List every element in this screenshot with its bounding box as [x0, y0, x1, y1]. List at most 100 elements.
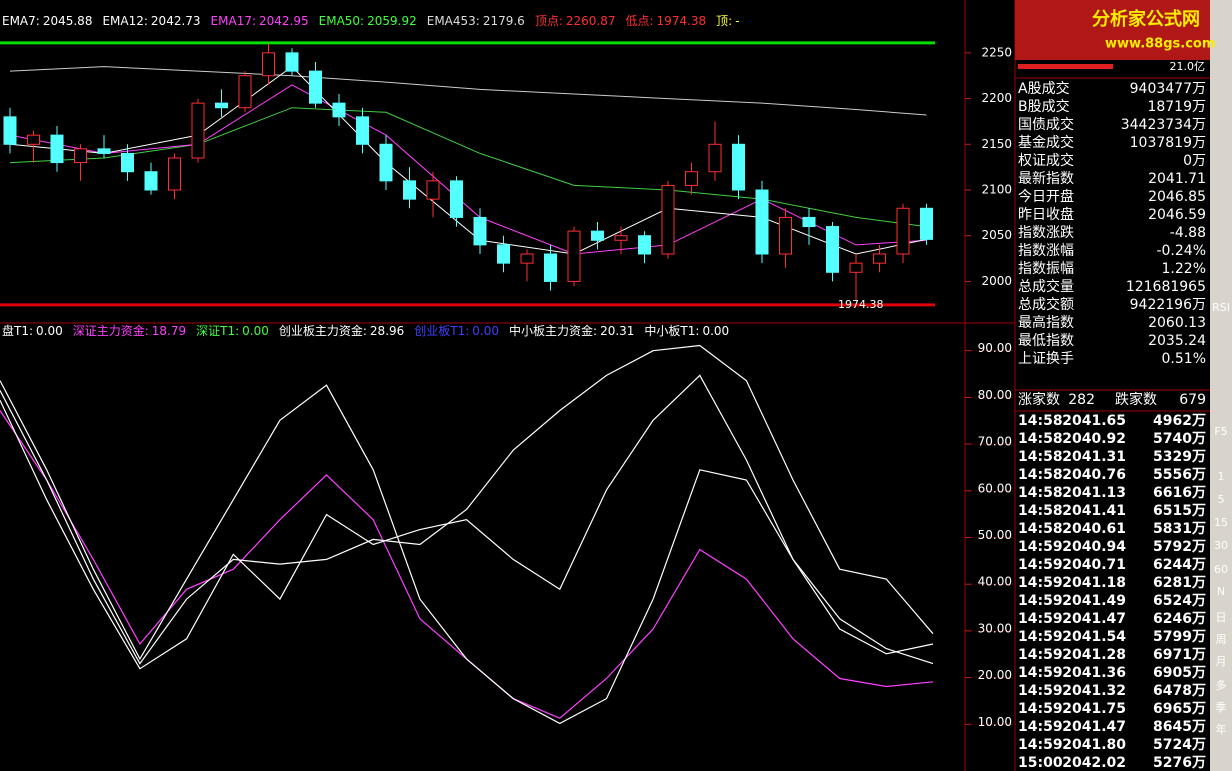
stat-value: 9422196万 [1130, 297, 1206, 313]
amount-bar [1018, 64, 1113, 69]
trade-time: 15:00 [1018, 755, 1063, 771]
stat-value: 2041.71 [1148, 171, 1206, 187]
trade-price: 2041.36 [1062, 665, 1126, 681]
stat-label: 最低指数 [1018, 333, 1074, 349]
toolbar-button[interactable]: RSI [1212, 301, 1230, 314]
toolbar-button[interactable]: 多 [1216, 678, 1227, 692]
trade-price: 2041.54 [1062, 629, 1126, 645]
toolbar-button[interactable]: 日 [1216, 611, 1227, 624]
candle-body [74, 148, 87, 164]
indicator-label: 深证主力资金: [73, 323, 149, 338]
y-tick-label: 2200 [981, 91, 1012, 105]
trade-volume: 5556万 [1153, 467, 1206, 483]
candle-body [473, 216, 487, 246]
candle-body [379, 143, 393, 182]
stat-value: 18719万 [1147, 99, 1206, 115]
trade-volume: 6246万 [1153, 611, 1206, 627]
trade-time: 14:59 [1018, 647, 1063, 663]
stat-value: 2035.24 [1148, 333, 1206, 349]
trade-time: 14:59 [1018, 539, 1063, 555]
trade-time: 14:59 [1018, 701, 1063, 717]
logo-title: 分析家公式网 [1092, 8, 1200, 30]
toolbar-button[interactable]: 年 [1216, 722, 1227, 736]
ema-line [9, 107, 927, 228]
indicator-label: EMA50: [319, 14, 364, 28]
toolbar-button[interactable]: 60 [1214, 563, 1228, 576]
trade-price: 2040.61 [1062, 521, 1126, 537]
toolbar-button[interactable]: 5 [1218, 493, 1225, 506]
candle-body [309, 70, 322, 104]
y-tick-label: 2250 [981, 45, 1012, 59]
trade-price: 2041.18 [1062, 575, 1126, 591]
trade-price: 2041.80 [1062, 737, 1126, 753]
stat-label: 指数涨跌 [1018, 225, 1074, 241]
indicator-value: 1974.38 [657, 14, 707, 28]
indicator-value: 0.00 [702, 324, 729, 338]
y-tick-label: 2000 [981, 274, 1012, 288]
stat-label: 国债成交 [1018, 116, 1074, 133]
trade-volume: 8645万 [1153, 719, 1206, 735]
candle-body [685, 171, 698, 186]
indicator-label: 顶点: [535, 14, 563, 28]
stat-label: 基金成交 [1018, 134, 1074, 151]
candle-body [121, 152, 134, 173]
stat-value: -0.24% [1156, 243, 1206, 259]
candle-body [97, 148, 111, 154]
trade-volume: 6478万 [1153, 683, 1206, 699]
indicator-value: - [735, 14, 739, 28]
trade-price: 2041.65 [1062, 413, 1126, 429]
toolbar-button[interactable]: 30 [1214, 539, 1228, 552]
candle-body [450, 180, 463, 218]
toolbar-button[interactable]: F5 [1214, 425, 1227, 438]
trade-price: 2041.41 [1062, 503, 1126, 519]
indicator-value: 2260.87 [566, 14, 616, 28]
stat-value: 9403477万 [1130, 81, 1206, 97]
trade-time: 14:59 [1018, 737, 1063, 753]
trade-time: 14:59 [1018, 629, 1063, 645]
stat-label: A股成交 [1018, 80, 1070, 97]
y-tick-label: 40.00 [978, 575, 1012, 589]
toolbar-button[interactable]: 1 [1218, 470, 1225, 483]
indicator-label: EMA453: [427, 14, 480, 28]
logo-box [1015, 0, 1210, 60]
toolbar-button[interactable]: N [1217, 585, 1225, 598]
y-tick-label: 70.00 [978, 435, 1012, 449]
trade-price: 2041.31 [1062, 449, 1126, 465]
trade-time: 14:58 [1018, 431, 1063, 447]
toolbar [1210, 0, 1232, 771]
toolbar-button[interactable]: 月 [1216, 655, 1227, 668]
candle-body [661, 184, 675, 255]
stat-value: 1037819万 [1130, 135, 1206, 151]
candle-body [826, 226, 839, 273]
trade-price: 2041.47 [1062, 719, 1126, 735]
toolbar-button[interactable]: 季 [1216, 701, 1227, 714]
indicator-label: EMA17: [211, 14, 256, 28]
candle-body [544, 253, 557, 282]
candle-body [873, 253, 886, 264]
toolbar-button[interactable]: 15 [1214, 516, 1228, 529]
breadth: 跌家数 [1115, 391, 1157, 408]
y-tick-label: 50.00 [978, 528, 1012, 542]
trade-volume: 6616万 [1153, 485, 1206, 501]
y-tick-label: 10.00 [978, 715, 1012, 729]
indicator-label: 中小板主力资金: [509, 323, 597, 338]
candle-body [520, 253, 534, 264]
candle-body [614, 235, 628, 241]
indicator-label: 盘T1: [2, 323, 33, 338]
low-annotation: 1974.38 [838, 298, 884, 311]
ema-line [9, 66, 927, 116]
trade-price: 2041.49 [1062, 593, 1126, 609]
y-tick-label: 90.00 [978, 341, 1012, 355]
candle-body [215, 102, 228, 109]
indicator-label: EMA12: [102, 14, 147, 28]
stat-value: -4.88 [1170, 225, 1206, 241]
trade-price: 2041.47 [1062, 611, 1126, 627]
trade-time: 14:58 [1018, 521, 1063, 537]
toolbar-button[interactable]: 周 [1216, 633, 1227, 646]
trade-time: 14:59 [1018, 575, 1063, 591]
stat-value: 0.51% [1162, 351, 1206, 367]
candle-body [849, 262, 863, 273]
indicator-value: 2059.92 [367, 14, 417, 28]
trade-price: 2041.28 [1062, 647, 1126, 663]
